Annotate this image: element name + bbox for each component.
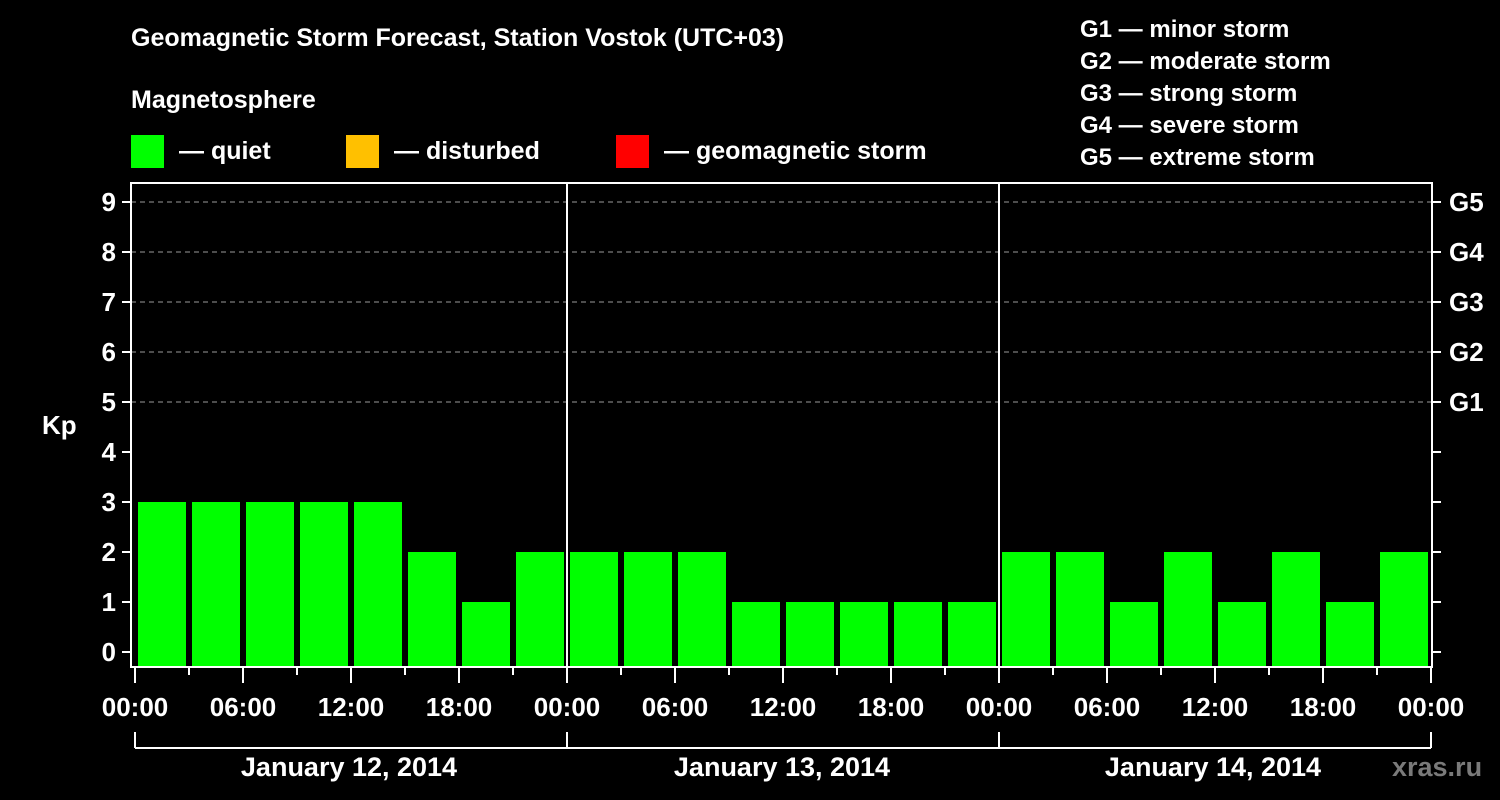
x-tick-label: 18:00	[858, 692, 925, 722]
storm-scale-g3: G3 — strong storm	[1080, 80, 1298, 107]
y-tick-label: 8	[102, 237, 116, 267]
x-tick-label: 06:00	[642, 692, 709, 722]
kp-bar	[570, 552, 618, 666]
y-tick-label: 9	[102, 187, 116, 217]
g-scale-label: G3	[1449, 287, 1484, 317]
kp-bar	[1326, 602, 1374, 666]
g-scale-label: G1	[1449, 387, 1484, 417]
y-tick-label: 2	[102, 537, 116, 567]
kp-bar	[300, 502, 348, 666]
storm-scale-g1: G1 — minor storm	[1080, 16, 1290, 43]
legend-label: — disturbed	[394, 136, 540, 165]
kp-bar	[1056, 552, 1104, 666]
day-label-3: January 14, 2014	[1104, 752, 1322, 782]
x-tick-label: 00:00	[966, 692, 1033, 722]
y-tick-label: 0	[102, 637, 116, 667]
disturbed-swatch-icon	[346, 134, 379, 168]
y-tick-label: 4	[102, 437, 117, 467]
g-scale-label: G5	[1449, 187, 1484, 217]
kp-bar	[624, 552, 672, 666]
y-tick-label: 5	[102, 387, 116, 417]
chart-subtitle: Magnetosphere	[131, 86, 316, 114]
legend-item-disturbed: — disturbed	[346, 134, 540, 168]
kp-bar	[894, 602, 942, 666]
kp-bar	[732, 602, 780, 666]
chart-title: Geomagnetic Storm Forecast, Station Vost…	[131, 24, 785, 52]
g-scale-label: G2	[1449, 337, 1484, 367]
y-axis-label: Kp	[42, 410, 77, 440]
x-tick-label: 12:00	[318, 692, 385, 722]
kp-bar	[1164, 552, 1212, 666]
x-tick-label: 00:00	[534, 692, 601, 722]
x-tick-label: 06:00	[1074, 692, 1141, 722]
kp-bar	[408, 552, 456, 666]
storm-scale-g2: G2 — moderate storm	[1080, 48, 1331, 75]
y-tick-label: 7	[102, 287, 116, 317]
kp-bar	[1110, 602, 1158, 666]
kp-bar	[840, 602, 888, 666]
quiet-swatch-icon	[131, 134, 164, 168]
storm-scale-legend: G1 — minor storm G2 — moderate storm G3 …	[1080, 14, 1331, 174]
kp-bar	[1272, 552, 1320, 666]
kp-bar	[948, 602, 996, 666]
kp-bar	[462, 602, 510, 666]
x-tick-label: 18:00	[426, 692, 493, 722]
kp-bar	[192, 502, 240, 666]
kp-bar	[516, 552, 564, 666]
kp-bar	[678, 552, 726, 666]
kp-bar	[1380, 552, 1428, 666]
storm-swatch-icon	[616, 134, 649, 168]
x-tick-label: 12:00	[750, 692, 817, 722]
legend-label: — quiet	[179, 136, 271, 165]
kp-bar	[1002, 552, 1050, 666]
x-tick-label: 06:00	[210, 692, 277, 722]
storm-scale-g4: G4 — severe storm	[1080, 112, 1299, 139]
storm-scale-g5: G5 — extreme storm	[1080, 144, 1315, 171]
y-tick-label: 6	[102, 337, 116, 367]
y-tick-label: 1	[102, 587, 116, 617]
g-scale-label: G4	[1449, 237, 1484, 267]
day-label-1: January 12, 2014	[240, 752, 458, 782]
kp-bar	[354, 502, 402, 666]
x-tick-label: 12:00	[1182, 692, 1249, 722]
legend-item-quiet: — quiet	[131, 134, 271, 168]
plot-frame	[130, 182, 1433, 668]
kp-bar	[246, 502, 294, 666]
legend-item-storm: — geomagnetic storm	[616, 134, 927, 168]
kp-bar	[786, 602, 834, 666]
x-tick-label: 18:00	[1290, 692, 1357, 722]
x-tick-label: 00:00	[102, 692, 169, 722]
kp-bar	[1218, 602, 1266, 666]
day-label-2: January 13, 2014	[673, 752, 891, 782]
x-tick-label: 00:00	[1398, 692, 1465, 722]
y-tick-label: 3	[102, 487, 116, 517]
kp-bar	[138, 502, 186, 666]
legend-label: — geomagnetic storm	[664, 136, 927, 165]
watermark: xras.ru	[1392, 752, 1483, 782]
